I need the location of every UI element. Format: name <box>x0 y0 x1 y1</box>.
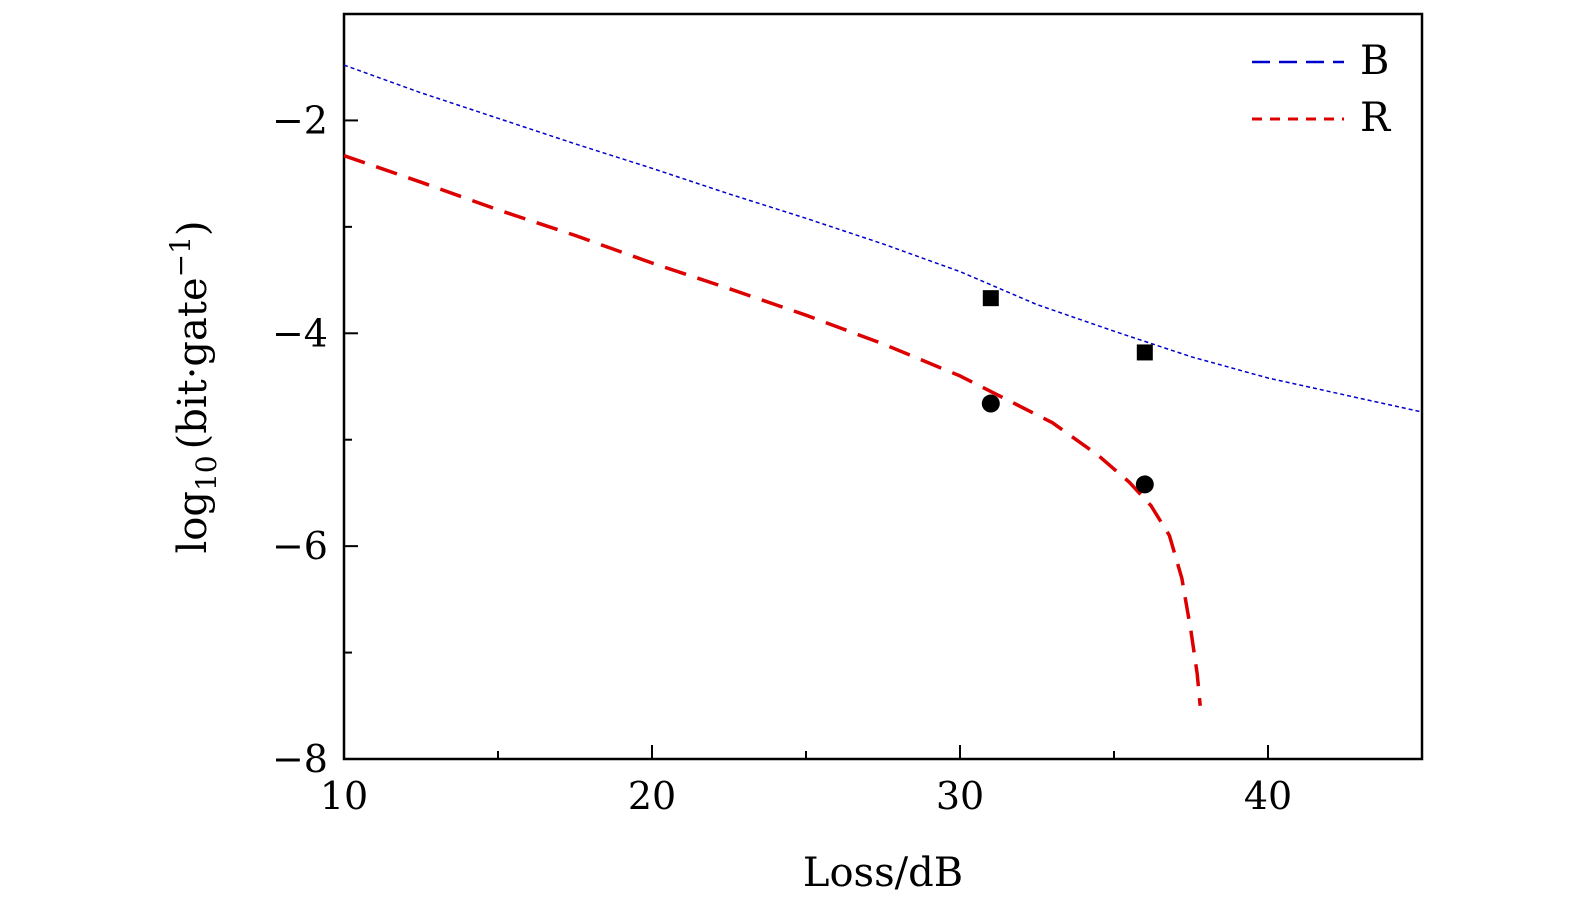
y-tick-label: −4 <box>272 311 328 355</box>
square-marker <box>1136 344 1153 361</box>
circle-marker <box>981 394 1000 413</box>
square-marker <box>982 290 999 307</box>
x-tick-label: 20 <box>628 774 676 818</box>
x-axis-label: Loss/dB <box>803 850 963 896</box>
y-tick-label: −8 <box>272 737 328 781</box>
y-axis-label-sup: −1 <box>164 236 197 277</box>
legend-label-b: B <box>1360 38 1389 84</box>
y-tick-label: −6 <box>272 524 328 568</box>
legend: B R <box>1252 38 1392 141</box>
y-tick-label: −2 <box>272 98 328 142</box>
y-axis-label-sub: 10 <box>190 455 223 491</box>
x-tick-label: 30 <box>936 774 984 818</box>
legend-label-r: R <box>1360 95 1392 141</box>
plot-frame <box>342 12 1424 761</box>
series-layer <box>344 64 1422 706</box>
series-line-b <box>344 64 1422 413</box>
y-axis-label-close: ) <box>170 220 216 236</box>
y-axis-label: log10 (bit·gate−1) <box>164 220 223 553</box>
x-tick-label: 40 <box>1244 774 1292 818</box>
y-axis-label-main: log <box>170 491 216 553</box>
x-tick-label: 10 <box>320 774 368 818</box>
x-axis-ticks: 10 20 30 40 <box>320 745 1292 818</box>
marker-layer <box>981 290 1154 494</box>
circle-marker <box>1135 475 1154 494</box>
series-line-r <box>344 153 1202 706</box>
y-axis-label-rest: (bit·gate <box>170 277 216 449</box>
y-axis-ticks: −2 −4 −6 −8 <box>272 98 358 781</box>
